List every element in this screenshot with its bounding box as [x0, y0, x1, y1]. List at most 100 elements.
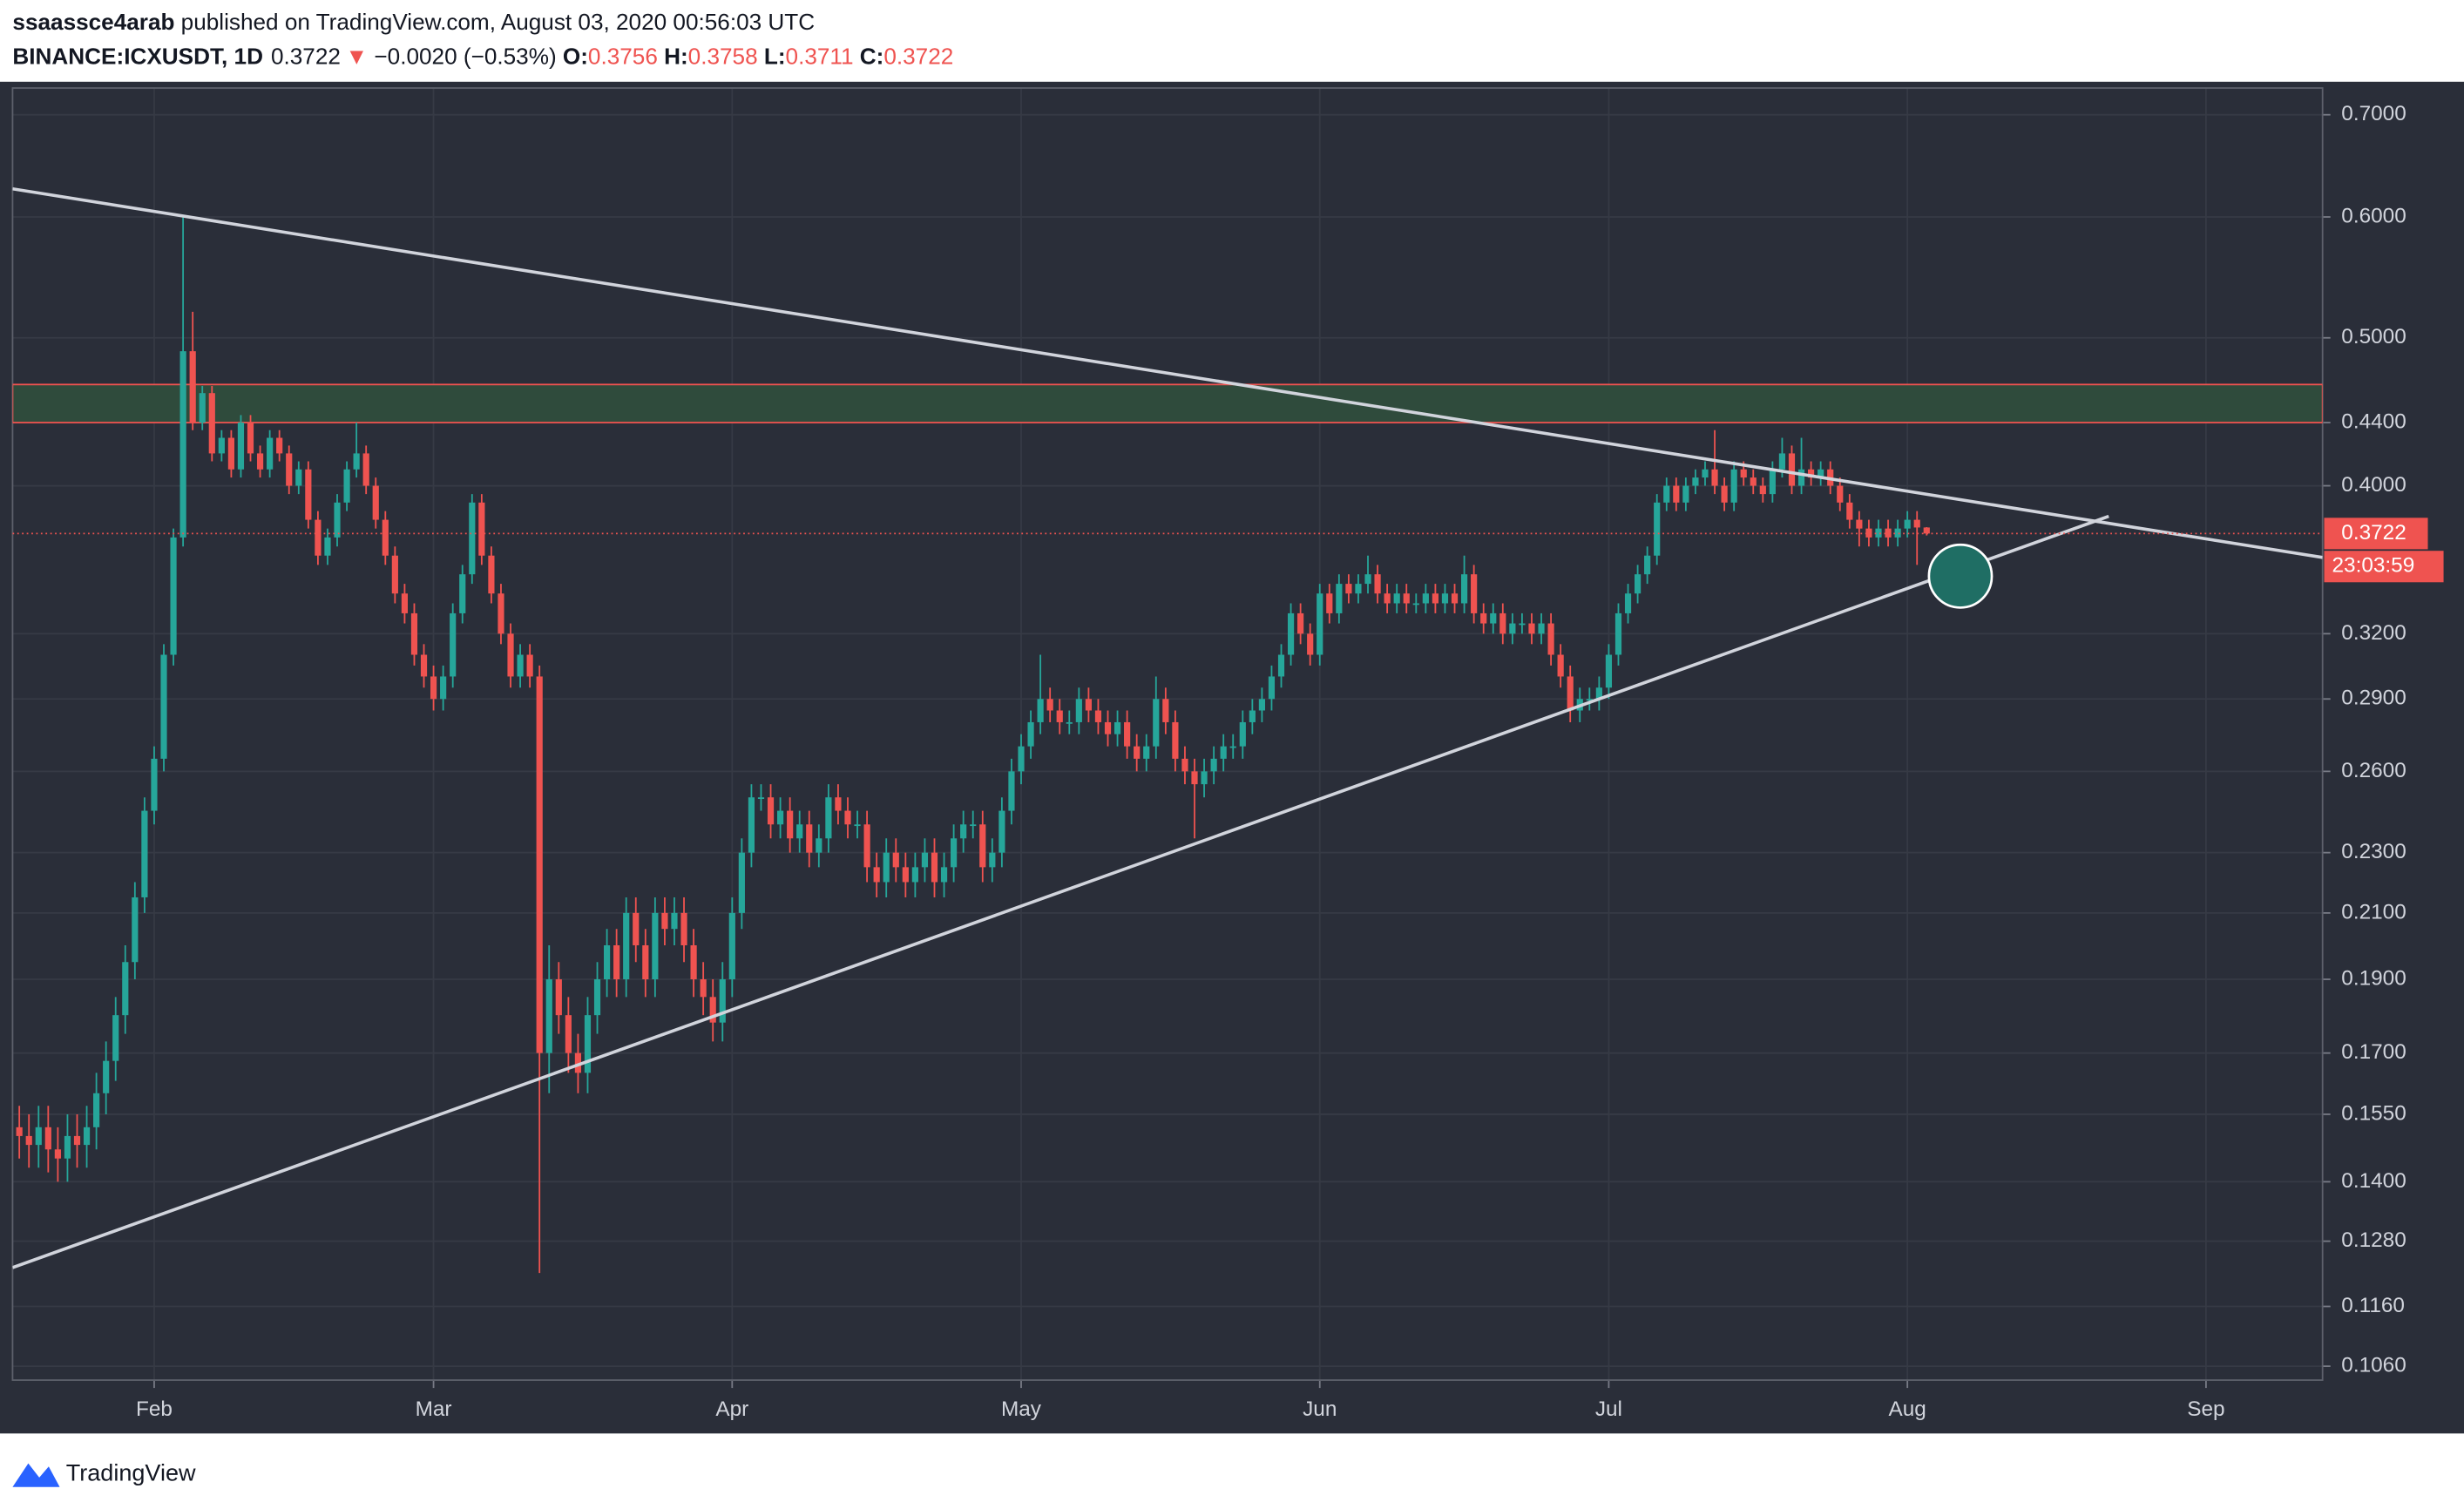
- trendline: [12, 514, 2109, 1269]
- candle-body: [1355, 584, 1362, 594]
- candle-body: [854, 824, 861, 827]
- author: ssaassce4arab: [12, 9, 174, 35]
- candle-body: [382, 519, 389, 556]
- candle-body: [700, 979, 707, 998]
- candle-body: [1547, 623, 1554, 655]
- y-tick-label: 0.2600: [2341, 759, 2406, 782]
- candle-body: [1904, 519, 1911, 529]
- candle-body: [1721, 485, 1728, 503]
- candle-body: [1181, 758, 1188, 772]
- x-tick-label: Jul: [1595, 1397, 1622, 1421]
- x-tick-label: Aug: [1889, 1397, 1926, 1421]
- candle-body: [469, 502, 476, 575]
- candle-body: [286, 453, 293, 486]
- candle-body: [1750, 477, 1757, 486]
- candle-body: [883, 852, 890, 883]
- candle-body: [372, 485, 379, 520]
- trendline: [12, 186, 2323, 559]
- candle-body: [613, 944, 620, 980]
- candle-body: [584, 1015, 592, 1073]
- candle-body: [1624, 593, 1632, 613]
- candle-body: [1239, 721, 1246, 747]
- candle-body: [565, 1015, 572, 1053]
- candle-body: [305, 469, 312, 520]
- candle-body: [690, 944, 697, 980]
- candle-body: [989, 852, 996, 868]
- candle-body: [35, 1127, 42, 1146]
- candle-body: [1094, 710, 1102, 722]
- candle-body: [1885, 528, 1892, 538]
- candle-body: [1124, 721, 1131, 747]
- candle-body: [1268, 676, 1276, 700]
- marker: [1927, 543, 1994, 609]
- ohlc-value: 0.3722: [883, 44, 953, 70]
- candle-body: [1364, 574, 1371, 585]
- candle-body: [1702, 469, 1709, 478]
- candle-body: [526, 654, 533, 677]
- candle-body: [1220, 746, 1227, 759]
- candle-body: [1837, 485, 1844, 503]
- candle-body: [1143, 746, 1150, 759]
- candle-body: [1008, 771, 1015, 811]
- candle-body: [1846, 502, 1853, 520]
- candle-body: [787, 810, 794, 839]
- candle-body: [1778, 453, 1786, 470]
- candle-body: [1913, 519, 1920, 528]
- candle-body: [1134, 746, 1141, 759]
- candle-body: [1797, 469, 1805, 486]
- candle-body: [545, 979, 552, 1053]
- candle-body: [160, 654, 167, 759]
- candle-body: [1432, 593, 1439, 604]
- candle-body: [940, 867, 948, 883]
- y-tick-label: 0.1280: [2341, 1228, 2406, 1252]
- candle-body: [1682, 485, 1689, 503]
- candle-body: [498, 593, 504, 634]
- candle-body: [1856, 519, 1863, 529]
- candle-body: [1471, 574, 1478, 613]
- candle-body: [1818, 469, 1824, 478]
- y-tick-label: 0.4000: [2341, 473, 2406, 497]
- candle-body: [719, 979, 726, 1023]
- candle-body: [1644, 555, 1651, 575]
- candle-body: [1297, 612, 1304, 634]
- candle-body: [507, 633, 514, 677]
- candle-body: [256, 453, 264, 470]
- candle-body: [873, 867, 880, 883]
- candle-body: [1460, 574, 1468, 604]
- candle-body: [420, 654, 428, 677]
- candle-body: [680, 912, 687, 945]
- candle-body: [1865, 528, 1872, 538]
- countdown: 23:03:59: [2332, 554, 2415, 578]
- candle-body: [1605, 654, 1613, 688]
- candle-body: [931, 852, 938, 883]
- candle-body: [671, 912, 678, 930]
- candle-body: [151, 758, 158, 811]
- candle-body: [835, 797, 842, 811]
- ohlc-value: 0.3756: [588, 44, 658, 70]
- candle-body: [1085, 699, 1092, 711]
- candle-body: [199, 393, 206, 423]
- candle-body: [1317, 593, 1323, 655]
- candle-body: [122, 962, 129, 1016]
- change-arrow: ▼: [345, 44, 368, 70]
- candle-body: [1788, 453, 1796, 486]
- candle-body: [1384, 593, 1391, 604]
- candle-body: [863, 824, 870, 868]
- candle-body: [825, 797, 832, 839]
- header-line-1: ssaassce4arab published on TradingView.co…: [12, 9, 815, 35]
- candle-body: [334, 502, 341, 538]
- x-tick-label: Sep: [2187, 1397, 2224, 1421]
- candle-body: [1153, 699, 1160, 747]
- candle-body: [892, 852, 899, 868]
- candle-body: [1557, 654, 1564, 677]
- candle-body: [1490, 612, 1497, 624]
- y-tick-label: 0.2100: [2341, 900, 2406, 924]
- candle-body: [1528, 623, 1535, 634]
- price-label-box: [2324, 518, 2428, 550]
- y-tick-label: 0.7000: [2341, 102, 2406, 125]
- candle-body: [1210, 758, 1217, 772]
- candle-body: [93, 1093, 100, 1127]
- candle-body: [1307, 633, 1314, 655]
- candle-body: [362, 453, 369, 486]
- y-tick-label: 0.1550: [2341, 1101, 2406, 1125]
